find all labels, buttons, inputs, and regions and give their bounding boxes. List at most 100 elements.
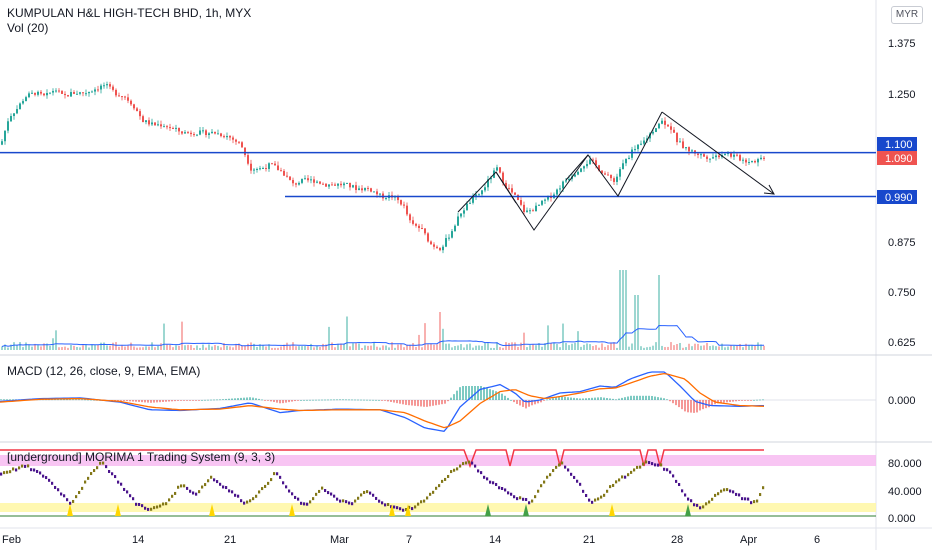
- mori-dot: [6, 470, 9, 474]
- mori-dot: [753, 500, 756, 504]
- volume-bar: [274, 347, 276, 350]
- mori-dot: [249, 499, 252, 503]
- zigzag-left[interactable]: [457, 111, 663, 231]
- macd-histogram-bar: [6, 399, 8, 401]
- volume-bar: [532, 344, 534, 350]
- mori-dot: [84, 480, 87, 484]
- mori-dot: [300, 501, 303, 505]
- mori-dot: [51, 481, 54, 485]
- candle-body: [718, 155, 720, 158]
- mori-dot: [600, 495, 603, 499]
- macd-histogram-bar: [312, 399, 314, 401]
- volume-bar: [73, 345, 75, 350]
- volume-bar: [484, 343, 486, 350]
- macd-histogram-bar: [594, 397, 596, 400]
- mori-dot: [558, 463, 561, 467]
- candle-body: [691, 150, 693, 152]
- candle-body: [418, 225, 420, 229]
- candle-body: [232, 137, 234, 140]
- macd-histogram-bar: [735, 400, 737, 402]
- candle-body: [127, 97, 129, 101]
- mori-dot: [459, 464, 462, 468]
- mori-dot: [405, 507, 408, 511]
- candle-body: [124, 96, 126, 98]
- volume-bar: [211, 346, 213, 350]
- candle-body: [559, 188, 561, 190]
- mori-dot: [585, 494, 588, 498]
- candle-body: [322, 183, 324, 185]
- candle-body: [106, 84, 108, 86]
- mori-dot: [480, 471, 483, 475]
- macd-histogram-bar: [171, 400, 173, 402]
- mori-dot: [519, 496, 522, 500]
- overbought-band: [0, 455, 876, 466]
- volume-label: Vol (20): [7, 21, 49, 35]
- mori-dot: [729, 489, 732, 493]
- mori-dot: [735, 492, 738, 496]
- macd-histogram-bar: [216, 399, 218, 401]
- candle-body: [22, 101, 24, 104]
- candle-body: [496, 167, 498, 171]
- macd-histogram-bar: [501, 393, 503, 400]
- candle-body: [367, 187, 369, 189]
- macd-histogram-bar: [633, 395, 635, 400]
- candle-body: [520, 200, 522, 205]
- candle-body: [193, 134, 195, 136]
- time-axis[interactable]: Feb 14 21 Mar 7 14 21 28 Apr 6: [2, 534, 820, 546]
- volume-bar: [673, 345, 675, 350]
- price-axis[interactable]: 1.375 1.250 0.875 0.750 0.625: [888, 38, 916, 349]
- volume-ma-line: [1, 324, 764, 347]
- macd-histogram-bar: [453, 394, 455, 400]
- macd-histogram-bar: [300, 400, 302, 401]
- macd-histogram-bar: [708, 400, 710, 408]
- macd-histogram-bar: [711, 400, 713, 406]
- mori-dot: [426, 496, 429, 500]
- volume-bar: [580, 346, 582, 350]
- macd-histogram-bar: [201, 399, 203, 401]
- candle-body: [115, 89, 117, 96]
- macd-histogram-bar: [177, 400, 179, 401]
- time-tick: 21: [224, 534, 236, 546]
- mori-dot: [603, 493, 606, 497]
- mori-dot: [582, 489, 585, 493]
- macd-histogram-bar: [210, 399, 212, 401]
- trend-drawings[interactable]: [457, 111, 775, 231]
- currency-button[interactable]: MYR: [891, 6, 923, 24]
- mori-dot: [282, 481, 285, 485]
- mori-marker: [67, 504, 73, 516]
- candle-body: [634, 149, 636, 151]
- volume-bar: [58, 347, 60, 350]
- zigzag-extra[interactable]: [565, 154, 589, 181]
- macd-line: [0, 371, 765, 433]
- mori-dot: [576, 479, 579, 483]
- volume-bar: [496, 342, 498, 350]
- mori-dot: [18, 466, 21, 470]
- volume-bar: [511, 342, 513, 350]
- macd-histogram-bar: [582, 398, 584, 400]
- candle-body: [163, 126, 165, 128]
- mori-dot: [375, 496, 378, 500]
- mori-marker: [289, 504, 295, 516]
- macd-histogram-bar: [498, 392, 500, 400]
- candle-body: [214, 131, 216, 134]
- zigzag-lower[interactable]: [495, 171, 517, 204]
- volume-bar: [547, 325, 549, 350]
- volume-bar: [685, 347, 687, 350]
- macd-histogram-bar: [624, 397, 626, 400]
- macd-histogram-bar: [741, 400, 743, 401]
- macd-histogram-bar: [681, 400, 683, 410]
- candle-body: [100, 85, 102, 90]
- macd-histogram-bar: [627, 396, 629, 400]
- volume-bar: [694, 343, 696, 350]
- volume-bar: [481, 345, 483, 350]
- mori-dot: [456, 467, 459, 471]
- arrow-down-line[interactable]: [661, 111, 775, 195]
- macd-histogram-bar: [78, 399, 80, 401]
- mori-dot: [663, 467, 666, 471]
- mori-dot: [639, 465, 642, 469]
- candle-body: [37, 91, 39, 95]
- volume-bar: [262, 344, 264, 350]
- macd-histogram-bar: [603, 397, 605, 400]
- arrow-head[interactable]: [763, 184, 775, 195]
